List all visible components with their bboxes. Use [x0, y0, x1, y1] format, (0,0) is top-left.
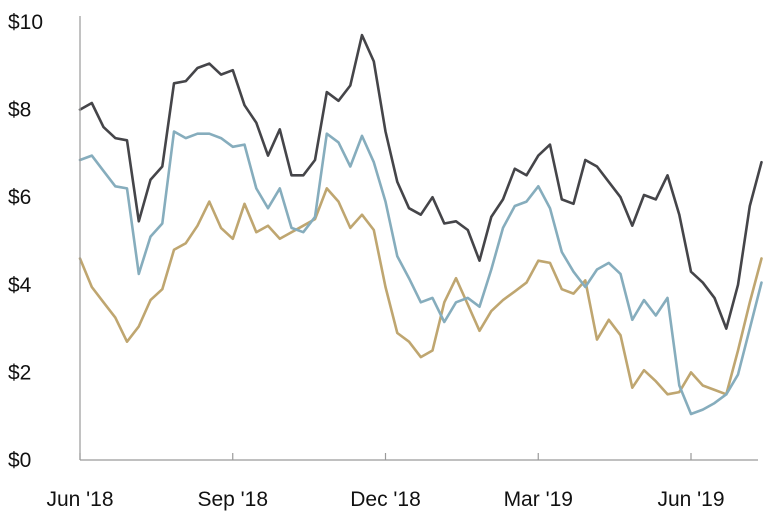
y-tick-label: $8	[8, 99, 31, 122]
x-tick-label: Sep '18	[197, 488, 268, 511]
y-tick-label: $6	[8, 186, 31, 209]
series-line-3	[78, 187, 763, 396]
x-tick-label: Dec '18	[350, 488, 421, 511]
y-tick-label: $2	[8, 361, 31, 384]
y-tick-label: $4	[8, 274, 32, 297]
axis-layer	[79, 16, 758, 461]
series-layer	[78, 33, 763, 416]
x-tick-label: Jun '19	[657, 488, 724, 511]
series-line-2	[78, 130, 763, 416]
label-layer: $0 $2 $4 $6 $8 $10 Jun '18 Sep '18 Dec '18 Mar '1…	[8, 11, 725, 511]
x-tick-label: Jun '18	[46, 488, 113, 511]
x-tick-label: Mar '19	[504, 488, 573, 511]
y-tick-label: $0	[8, 449, 31, 472]
series-line-1	[78, 33, 763, 330]
y-tick-label: $10	[8, 11, 43, 34]
